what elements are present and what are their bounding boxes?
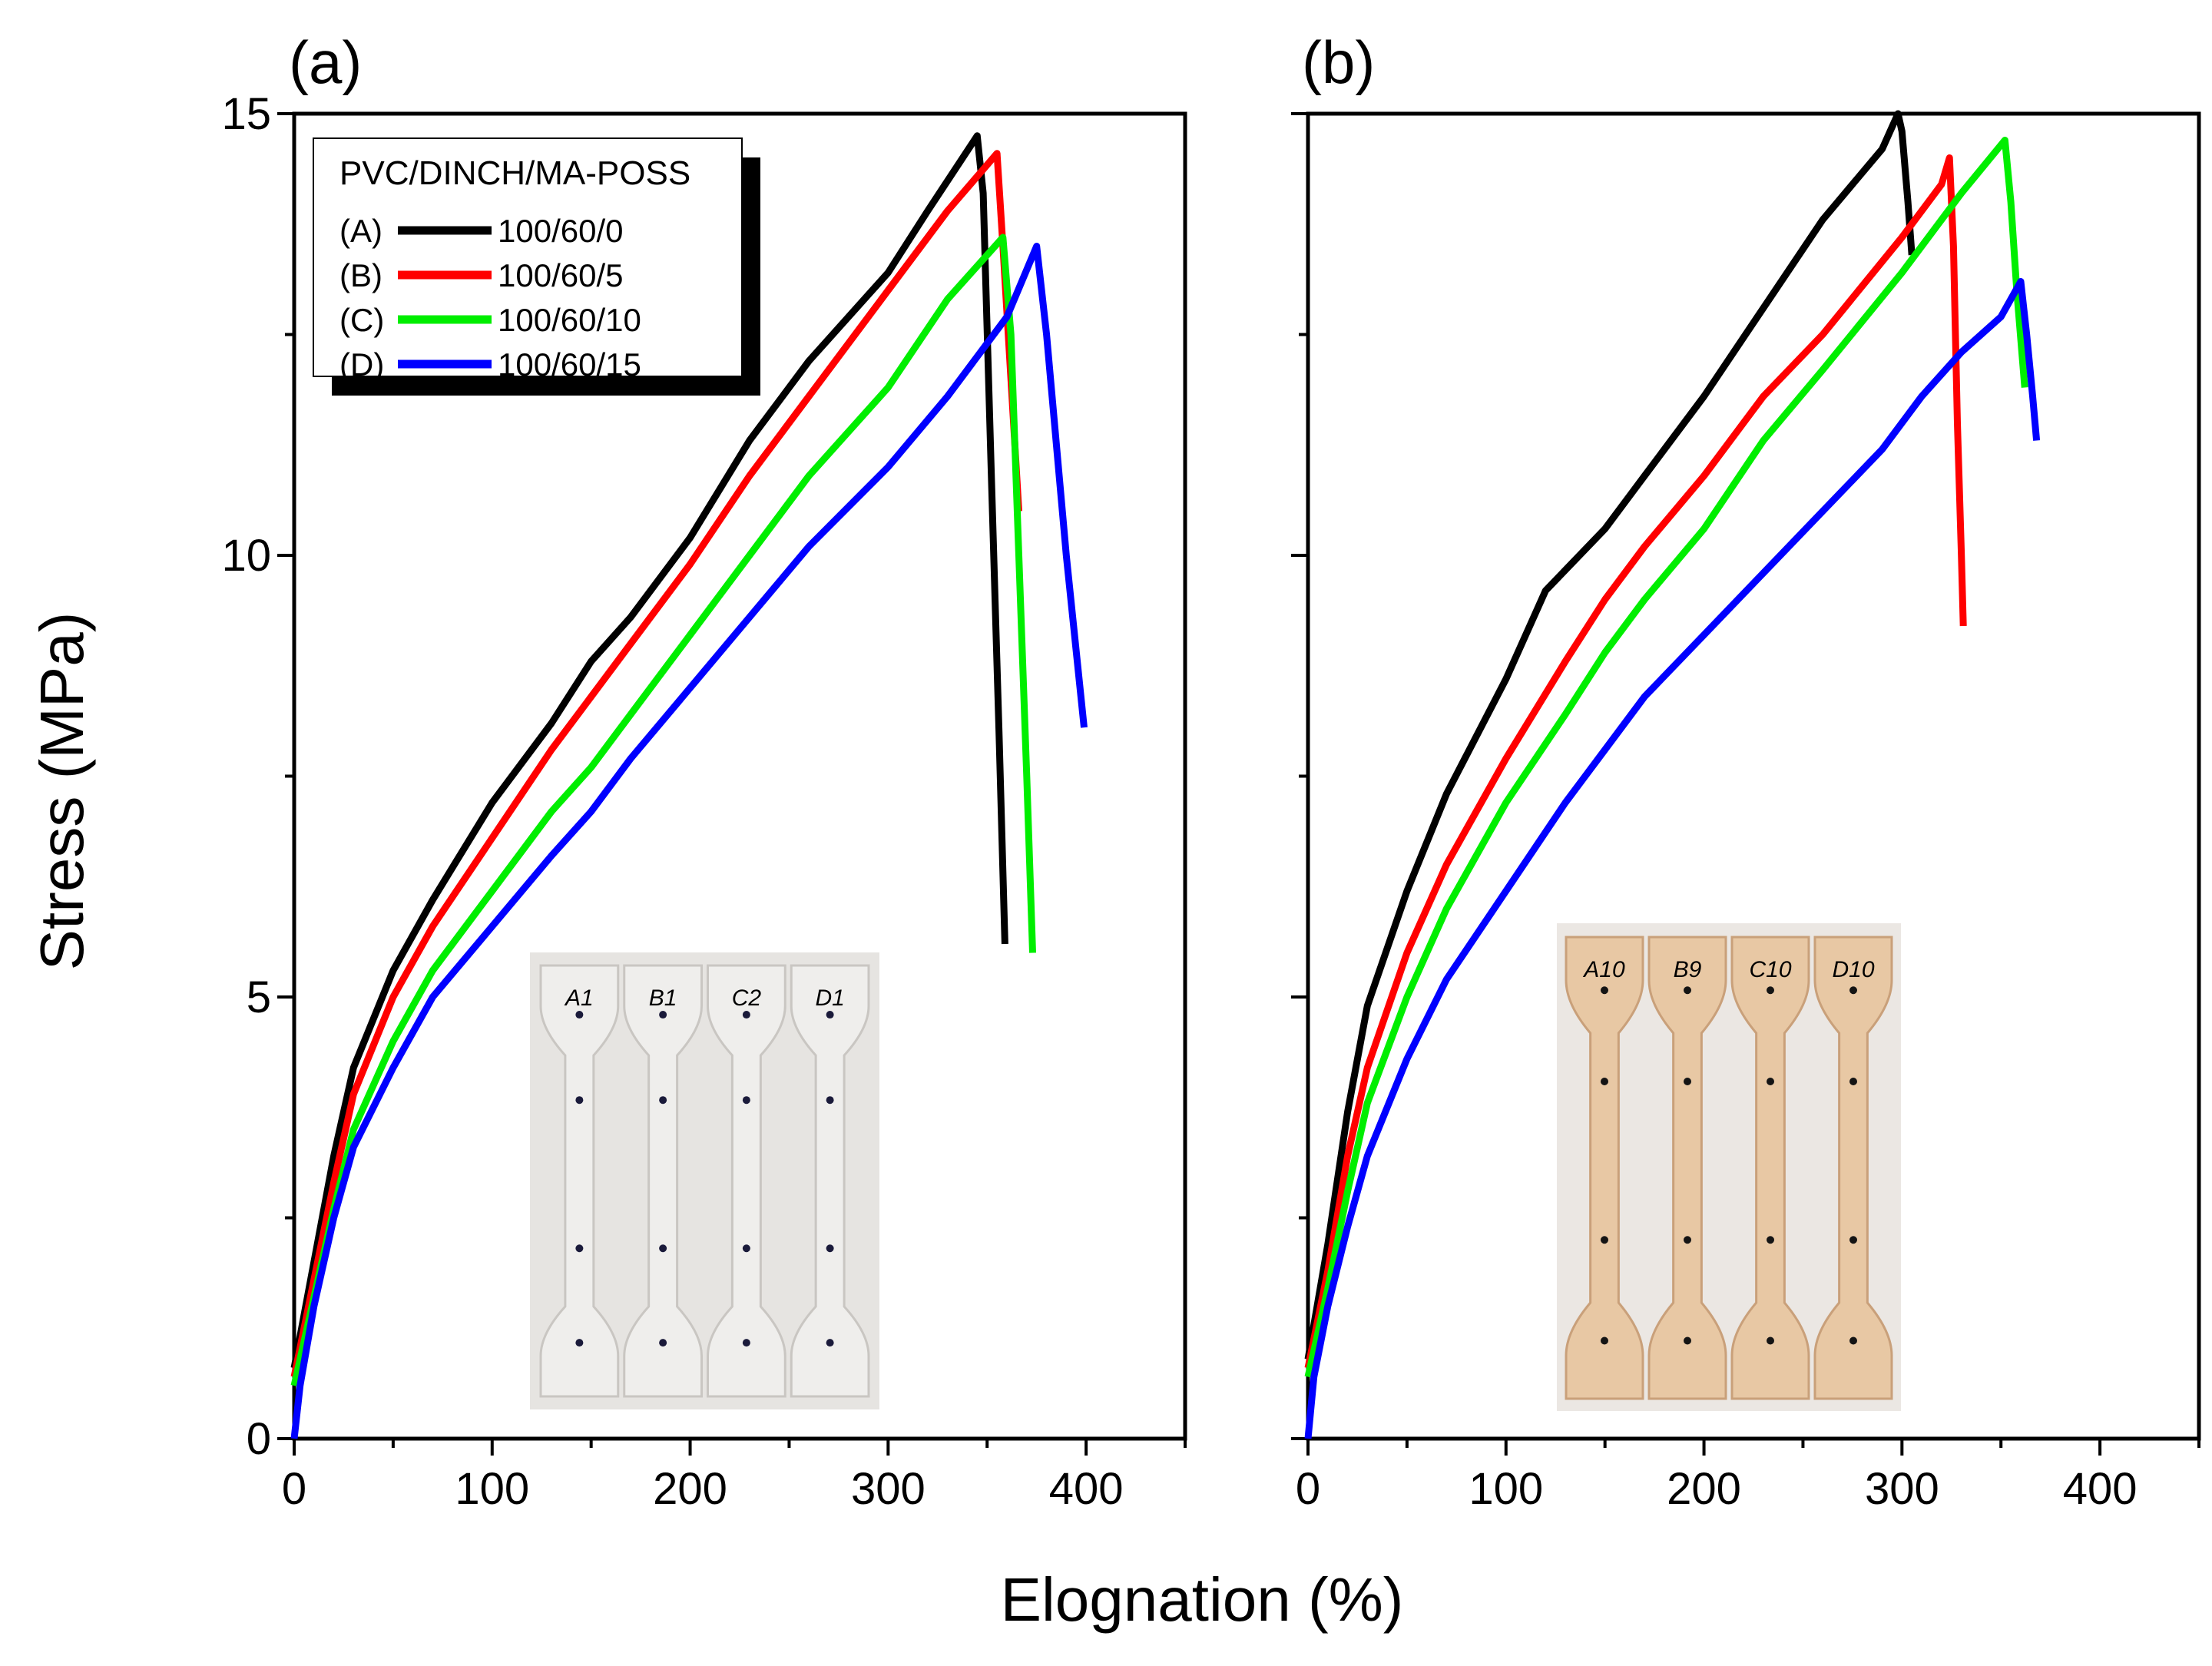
x-tick-label: 0 <box>1296 1464 1320 1514</box>
specimen-mark <box>1684 1336 1691 1345</box>
specimen-mark <box>742 1244 750 1253</box>
series-line-b <box>290 150 1022 1378</box>
legend-label: 100/60/15 <box>498 346 641 383</box>
specimen-strip <box>707 964 786 1398</box>
y-tick-label: 0 <box>247 1414 271 1464</box>
specimen-mark <box>1601 1336 1608 1345</box>
inset-b-specimens: A10 B9 C10 D10 <box>1565 936 1893 1400</box>
panel-a-curves <box>290 132 1088 1439</box>
inset-photo-b: A10 B9 C10 D10 <box>1557 923 1901 1411</box>
specimen-strip <box>1565 936 1644 1400</box>
panel-a-ticks: 0 100 200 300 400 0 5 10 15 <box>221 89 1187 1514</box>
legend-label: 100/60/10 <box>498 302 641 338</box>
specimen-mark <box>1767 1236 1774 1244</box>
panel-label-a: (a) <box>289 28 362 96</box>
specimen-mark <box>1849 986 1857 995</box>
specimen-mark <box>659 1244 667 1253</box>
specimen-label: C10 <box>1749 957 1791 982</box>
legend-key: (A) <box>339 213 382 249</box>
specimen-mark <box>1767 986 1774 995</box>
y-axis-label: Stress (MPa) <box>28 612 96 971</box>
specimen-mark <box>742 1339 750 1347</box>
legend-entries: (A) 100/60/0 (B) 100/60/5 (C) 100/60/10 (D) 100… <box>339 213 641 383</box>
specimen-mark <box>575 1244 584 1253</box>
specimen-mark <box>1601 1078 1608 1085</box>
legend-label: 100/60/5 <box>498 257 624 293</box>
specimen-mark <box>1767 1078 1774 1085</box>
specimen-mark <box>1684 1078 1691 1085</box>
specimen-mark <box>826 1244 834 1253</box>
x-tick-label: 200 <box>1667 1464 1741 1514</box>
legend-title: PVC/DINCH/MA-POSS <box>339 154 690 192</box>
series-line-b <box>1304 154 1967 1369</box>
legend-key: (D) <box>339 346 384 383</box>
x-tick-label: 0 <box>282 1464 306 1514</box>
series-line-c <box>1304 137 2028 1378</box>
specimen-mark <box>1601 986 1608 995</box>
x-tick-label: 300 <box>1865 1464 1939 1514</box>
panel-b-curves <box>1304 110 2041 1439</box>
specimen-strip <box>790 964 870 1398</box>
legend-label: 100/60/0 <box>498 213 624 249</box>
specimen-mark <box>575 1011 584 1019</box>
inset-photo-a: A1 B1 C2 D1 <box>530 952 879 1409</box>
specimen-strip <box>1730 936 1810 1400</box>
x-tick-label: 100 <box>455 1464 529 1514</box>
series-line-d <box>1304 278 2041 1439</box>
specimen-mark <box>575 1339 584 1347</box>
specimen-mark <box>659 1011 667 1019</box>
panel-b-plot: 0 100 200 300 400 A10 B9 C10 D10 <box>1291 110 2201 1514</box>
specimen-label: B1 <box>649 985 677 1011</box>
specimen-mark <box>1849 1236 1857 1244</box>
specimen-strip <box>623 964 703 1398</box>
specimen-strip <box>1647 936 1727 1400</box>
legend-box <box>313 137 743 377</box>
specimen-mark <box>742 1096 750 1105</box>
x-tick-label: 400 <box>1049 1464 1124 1514</box>
inset-a-specimens: A1 B1 C2 D1 <box>539 964 870 1398</box>
specimen-strip <box>1813 936 1893 1400</box>
specimen-mark <box>1684 1236 1691 1244</box>
panel-label-b: (b) <box>1302 28 1375 96</box>
specimen-mark <box>659 1339 667 1347</box>
x-axis-label: Elognation (%) <box>1001 1565 1404 1634</box>
specimen-mark <box>1849 1336 1857 1345</box>
specimen-mark <box>659 1096 667 1105</box>
specimen-label: D10 <box>1832 957 1874 982</box>
specimen-mark <box>826 1096 834 1105</box>
legend-key: (C) <box>339 302 384 338</box>
specimen-label: D1 <box>815 985 844 1011</box>
specimen-mark <box>742 1011 750 1019</box>
y-tick-label: 10 <box>221 531 271 581</box>
specimen-strip <box>539 964 620 1398</box>
specimen-mark <box>1684 986 1691 995</box>
panel-b-ticks: 0 100 200 300 400 <box>1291 112 2200 1514</box>
x-tick-label: 200 <box>653 1464 727 1514</box>
y-tick-label: 5 <box>247 972 271 1022</box>
series-line-a <box>1304 110 1916 1360</box>
legend-key: (B) <box>339 257 382 293</box>
legend: PVC/DINCH/MA-POSS (A) 100/60/0 (B) 100/60/5… <box>313 137 760 396</box>
specimen-label: B9 <box>1674 957 1702 982</box>
x-tick-label: 400 <box>2063 1464 2137 1514</box>
specimen-label: A1 <box>564 985 594 1011</box>
specimen-mark <box>1601 1236 1608 1244</box>
y-tick-label: 15 <box>221 89 271 139</box>
panel-a-plot: 0 100 200 300 400 0 5 10 15 A1 B1 C2 D1 PVC/DINCH/M… <box>221 89 1187 1514</box>
specimen-label: C2 <box>732 985 762 1011</box>
specimen-mark <box>826 1339 834 1347</box>
specimen-mark <box>575 1096 584 1105</box>
x-tick-label: 100 <box>1469 1464 1543 1514</box>
x-tick-label: 300 <box>851 1464 926 1514</box>
series-line-a <box>290 132 1008 1369</box>
specimen-label: A10 <box>1582 957 1625 982</box>
specimen-mark <box>1849 1078 1857 1085</box>
specimen-mark <box>826 1011 834 1019</box>
specimen-mark <box>1767 1336 1774 1345</box>
series-line-d <box>290 243 1088 1439</box>
